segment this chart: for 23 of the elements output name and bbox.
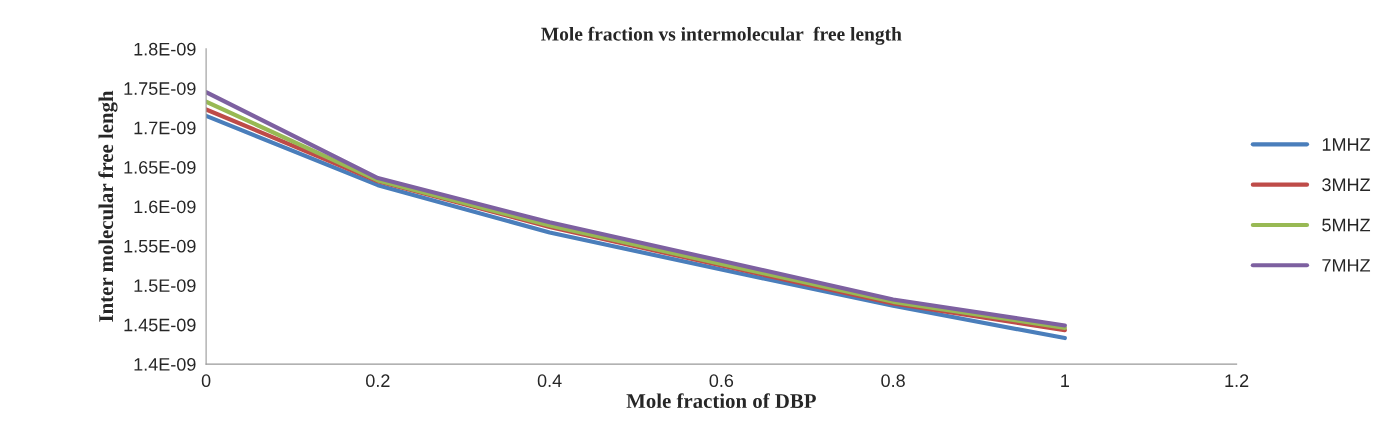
x-tick-label: 1: [1061, 374, 1069, 387]
x-tick-label: 0.4: [537, 374, 562, 388]
x-tick-label: 0.8: [881, 374, 905, 388]
y-tick-label: 1.55E-09: [124, 239, 196, 253]
chart-title: Mole fraction vs intermolecular free length: [541, 26, 902, 45]
legend-label: 7MHZ: [1322, 259, 1371, 272]
legend-label: 3MHZ: [1322, 178, 1371, 192]
x-tick-label: 0: [201, 374, 211, 388]
x-tick-label: 0.6: [709, 374, 734, 388]
x-tick-label: 0.2: [366, 374, 390, 388]
y-tick-label: 1.65E-09: [124, 160, 196, 174]
y-tick-label: 1.45E-09: [124, 318, 196, 332]
x-axis-title: Mole fraction of DBP: [626, 393, 816, 409]
legend-label: 1MHZ: [1322, 138, 1371, 151]
y-tick-label: 1.75E-09: [124, 82, 196, 95]
y-tick-label: 1.7E-09: [134, 121, 196, 135]
y-tick-label: 1.4E-09: [134, 358, 196, 371]
y-axis-title: Inter molecular free lengh: [98, 90, 118, 322]
legend-label: 5MHZ: [1322, 218, 1371, 232]
y-tick-label: 1.5E-09: [134, 279, 196, 292]
y-tick-label: 1.8E-09: [134, 42, 196, 56]
y-tick-label: 1.6E-09: [134, 200, 196, 214]
x-tick-label: 1.2: [1225, 374, 1249, 387]
